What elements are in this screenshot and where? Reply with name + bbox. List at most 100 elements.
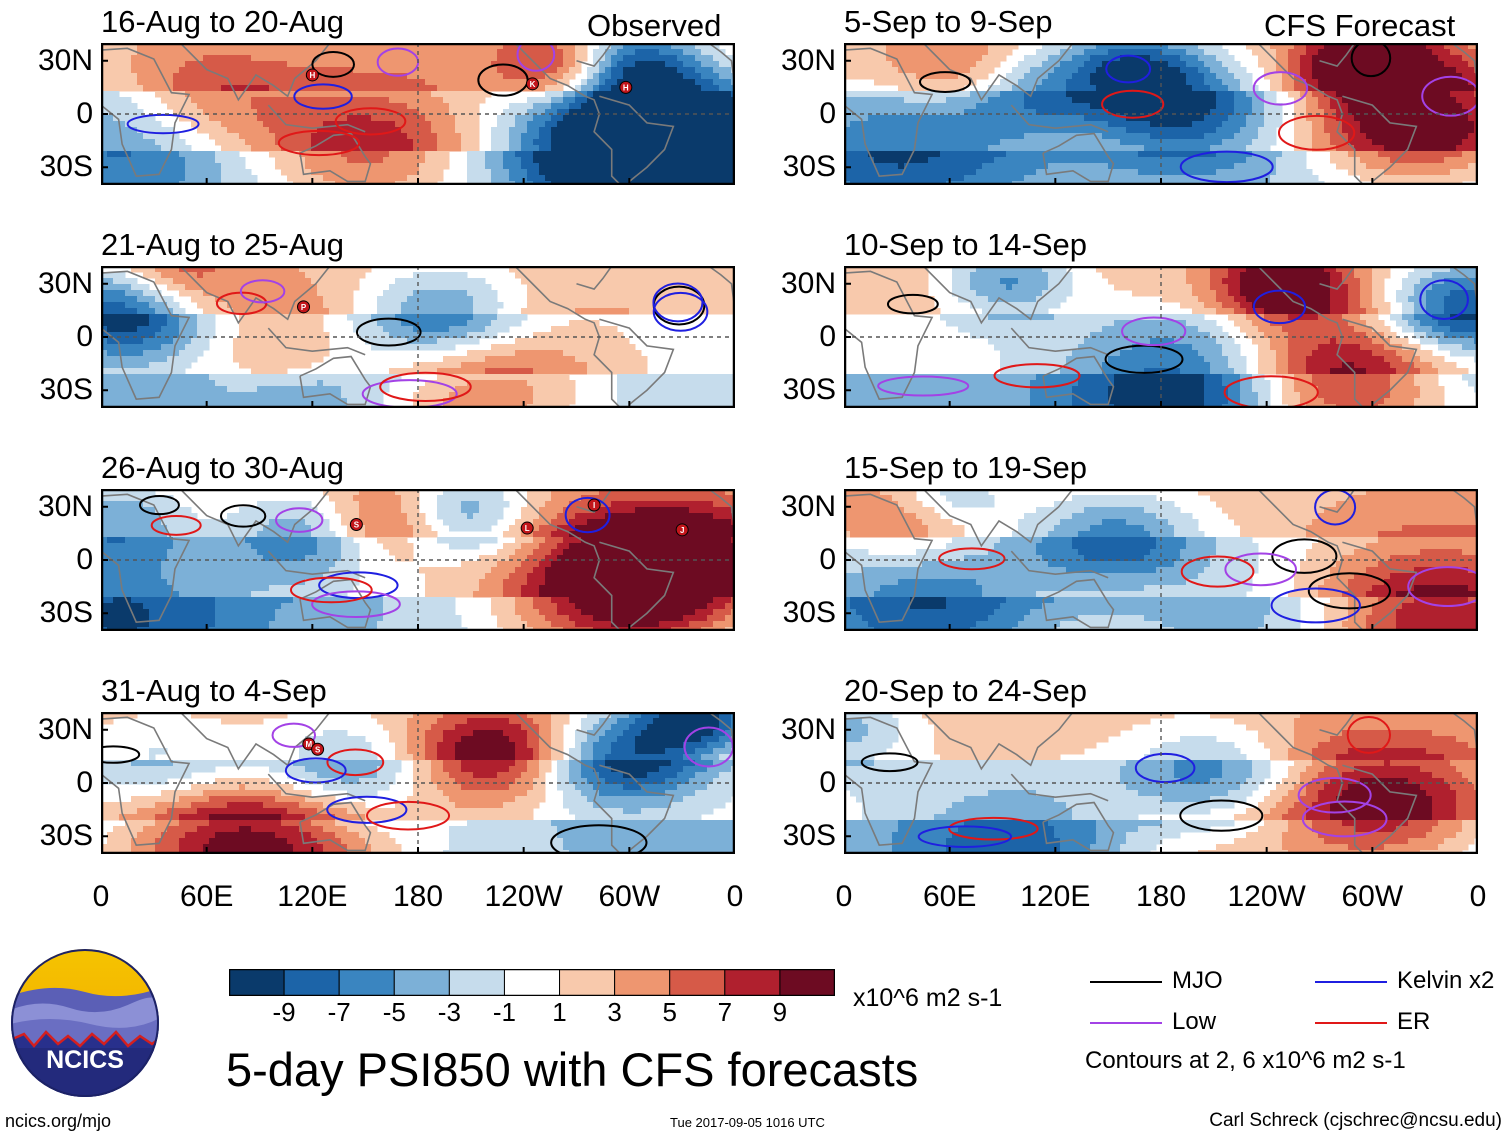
y-tick-label: 30S [39,819,93,853]
x-tick-label: 120E [277,880,348,913]
colorbar-swatch [614,969,671,996]
panel-title: 21-Aug to 25-Aug [101,227,345,262]
y-tick-label: 30S [782,150,836,184]
colorbar-swatch [229,969,285,996]
map-panel-p5 [844,43,1478,185]
x-tick-label: 120W [484,880,563,913]
column-label-observed: Observed [587,8,722,43]
colorbar-tick-label: -7 [327,997,351,1027]
y-tick-label: 30N [780,712,836,746]
tc-marker: K [525,77,539,91]
y-tick-label: 0 [76,320,93,353]
x-tick-label: 180 [1135,880,1187,913]
wave-contours [101,722,734,854]
legend-line-low [1090,1022,1162,1024]
colorbar-tick-label: 7 [717,997,733,1027]
colorbar-tick-label: -9 [272,997,296,1027]
x-tick-label: 60W [598,880,661,913]
x-tick-label: 0 [835,880,853,913]
y-tick-label: 30S [39,150,93,184]
colorbar-swatch [393,969,450,996]
anomaly-field [844,489,1478,631]
colorbar-tick-label: -3 [437,997,461,1027]
panel-title: 10-Sep to 14-Sep [844,227,1088,262]
y-tick-label: 0 [819,97,836,130]
x-tick-label: 60W [1341,880,1404,913]
colorbar-units: x10^6 m2 s-1 [853,984,1003,1012]
y-tick-label: 30S [782,819,836,853]
legend-line-mjo [1090,981,1162,983]
y-tick-label: 30S [782,373,836,407]
colorbar [229,969,835,996]
map-panel-p4: MS [101,712,735,854]
tc-marker: S [349,518,363,531]
legend-line-er [1315,1022,1387,1024]
tc-marker: S [311,742,325,756]
colorbar-tick-label: 3 [607,997,622,1027]
colorbar-swatch [724,969,781,996]
svg-text:H: H [309,71,315,80]
wave-contours [138,494,611,619]
panel-title: 26-Aug to 30-Aug [101,450,345,485]
colorbar-swatch [448,969,505,996]
colorbar-tick-label: 5 [662,997,677,1027]
legend-label: MJO [1172,967,1223,994]
panel-title: 31-Aug to 4-Sep [101,673,327,708]
colorbar-swatch [503,969,561,996]
x-tick-label: 0 [92,880,110,913]
colorbar-tick-label: 9 [772,997,788,1027]
y-tick-label: 0 [819,766,836,799]
coastlines [844,712,1478,854]
map-panel-p8 [844,712,1478,854]
footer-timestamp: Tue 2017-09-05 1016 UTC [670,1115,825,1130]
tc-marker: P [297,300,311,314]
coastlines [101,712,735,854]
x-tick-label: 60E [922,880,977,913]
y-tick-label: 30S [39,373,93,407]
tc-marker: H [619,80,633,94]
x-tick-label: 0 [1469,880,1487,913]
wave-contours [215,279,709,408]
y-tick-label: 30N [37,712,93,746]
y-tick-label: 0 [76,766,93,799]
legend-label: Low [1172,1008,1217,1035]
coastlines [844,43,1478,185]
y-tick-label: 30S [39,596,93,630]
anomaly-field [844,266,1478,408]
map-panel-p6 [844,266,1478,408]
y-tick-label: 0 [76,543,93,576]
ncics-logo: NCICS [11,949,159,1097]
svg-text:H: H [623,83,629,92]
panel-title: 5-Sep to 9-Sep [844,4,1053,39]
chart-title: 5-day PSI850 with CFS forecasts [226,1043,919,1096]
y-tick-label: 0 [76,97,93,130]
panel-title: 16-Aug to 20-Aug [101,4,345,39]
footer-author: Carl Schreck (cjschrec@ncsu.edu) [1209,1110,1502,1131]
tc-marker: I [587,498,601,512]
x-tick-label: 180 [392,880,444,913]
column-label-cfs-forecast: CFS Forecast [1264,8,1456,43]
legend-label: Kelvin x2 [1397,967,1495,994]
y-tick-label: 0 [819,543,836,576]
wave-contours [918,43,1478,184]
x-tick-label: 60E [179,880,234,913]
wave-contours [860,715,1392,848]
coastlines [844,266,1478,408]
map-panel-p1: H K H [101,43,735,185]
tc-marker: L [520,521,534,535]
y-tick-label: 30N [37,266,93,300]
y-tick-label: 30S [782,596,836,630]
colorbar-tick-label: -5 [382,997,406,1027]
x-tick-label: 120E [1020,880,1091,913]
colorbar-swatch [338,969,395,996]
panel-title: 20-Sep to 24-Sep [844,673,1088,708]
tc-marker: H [305,68,319,82]
y-tick-label: 30N [780,43,836,77]
y-tick-label: 0 [819,320,836,353]
x-tick-label: 0 [726,880,744,913]
anomaly-field [101,43,735,185]
legend-label: ER [1397,1008,1431,1035]
colorbar-swatch [559,969,616,996]
y-tick-label: 30N [780,489,836,523]
y-tick-label: 30N [37,489,93,523]
